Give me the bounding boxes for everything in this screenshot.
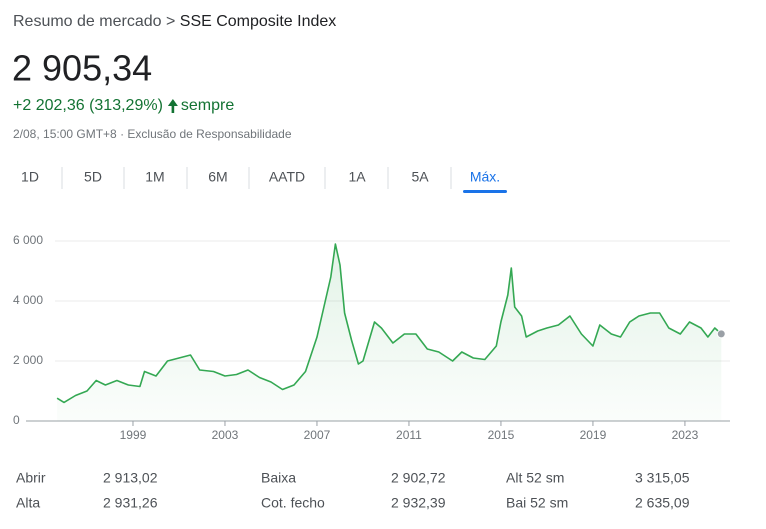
active-underline	[463, 190, 507, 193]
range-tab[interactable]: 5D	[84, 169, 102, 185]
stat-value: 2 932,39	[391, 495, 446, 511]
x-tick-label: 2015	[488, 428, 515, 442]
stat-value: 2 902,72	[391, 470, 446, 486]
range-tab[interactable]: 1D	[21, 169, 39, 185]
stat-label: Baixa	[261, 470, 296, 486]
price-line	[56, 243, 722, 404]
disclaimer[interactable]: Exclusão de Responsabilidade	[127, 127, 291, 141]
price: 2 905,34	[12, 48, 152, 89]
stat-label: Abrir	[16, 470, 46, 486]
x-tick-label: 2011	[396, 428, 422, 442]
stat-value: 3 315,05	[635, 470, 690, 486]
stat-label: Alt 52 sm	[506, 470, 564, 486]
change: +2 202,36 (313,29%)	[13, 97, 163, 114]
stat-label: Alta	[16, 495, 40, 511]
range-tab[interactable]: Máx.	[470, 169, 500, 185]
x-tick-label: 2023	[672, 428, 699, 442]
area	[57, 244, 722, 421]
x-tick-label: 2003	[212, 428, 239, 442]
breadcrumb-current: SSE Composite Index	[180, 13, 337, 30]
change-period: sempre	[181, 97, 234, 114]
range-tab[interactable]: 1A	[348, 169, 366, 185]
stat-label: Bai 52 sm	[506, 495, 568, 511]
range-tab[interactable]: 6M	[208, 169, 227, 185]
breadcrumb: Resumo de mercado > SSE Composite Index	[13, 13, 336, 30]
range-tab[interactable]: 1M	[145, 169, 164, 185]
range-tabs: 1D 5D 1M 6M AATD 1A 5A Máx.	[21, 167, 507, 193]
range-tab[interactable]: AATD	[269, 169, 305, 185]
breadcrumb-link[interactable]: Resumo de mercado	[13, 13, 162, 30]
up-arrow	[167, 99, 178, 113]
stat-value: 2 931,26	[103, 495, 158, 511]
y-tick-label: 6 000	[13, 233, 43, 247]
last-point	[716, 329, 726, 339]
chart: 0 2 000 4 000 6 000 1999 2003 2007 2011 2015 2019…	[13, 233, 730, 442]
timestamp-line: 2/08, 15:00 GMT+8 · Exclusão de Responsa…	[13, 127, 292, 141]
stat-value: 2 635,09	[635, 495, 690, 511]
breadcrumb-separator: >	[166, 13, 175, 30]
range-tab[interactable]: 5A	[411, 169, 429, 185]
y-tick-label: 0	[13, 413, 20, 427]
x-tick-label: 1999	[120, 428, 147, 442]
x-tick-label: 2019	[580, 428, 607, 442]
stats-table: Abrir 2 913,02 Baixa 2 902,72 Alt 52 sm 3 315…	[16, 470, 690, 511]
x-tick-label: 2007	[304, 428, 331, 442]
y-tick-label: 2 000	[13, 353, 43, 367]
y-tick-label: 4 000	[13, 293, 43, 307]
stat-value: 2 913,02	[103, 470, 158, 486]
stat-label: Cot. fecho	[261, 495, 325, 511]
timestamp: 2/08, 15:00 GMT+8	[13, 127, 117, 141]
dot: ·	[120, 127, 124, 141]
